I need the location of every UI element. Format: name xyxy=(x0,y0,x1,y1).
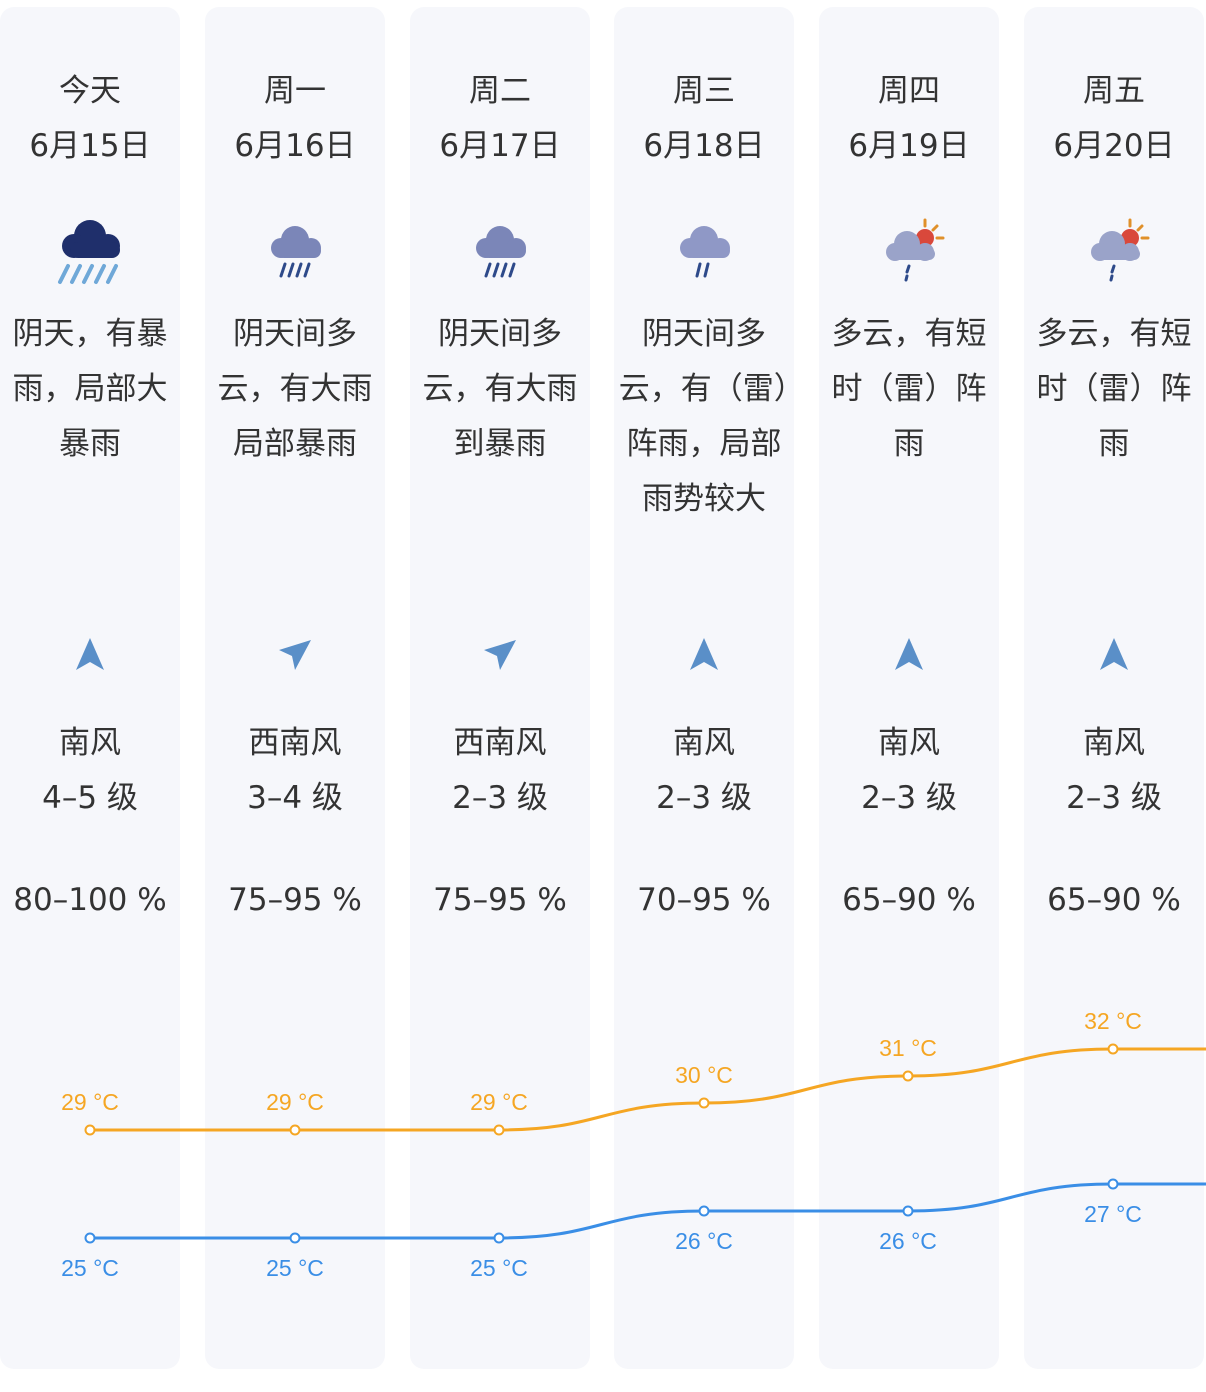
temperature-label: 26 °C xyxy=(675,1228,733,1254)
wind-direction: 西南风 xyxy=(248,725,342,761)
weather-description: 多云，有短时（雷）阵雨 xyxy=(831,316,987,462)
temperature-label: 31 °C xyxy=(879,1035,937,1061)
heavy-rain-cloud-icon xyxy=(50,214,130,294)
north-arrow-icon xyxy=(1096,634,1132,674)
day-date: 6月16日 xyxy=(234,128,356,164)
wind-level: 3–4 级 xyxy=(247,780,343,816)
temperature-point xyxy=(493,1232,505,1244)
north-arrow-icon xyxy=(686,634,722,674)
temperature-point xyxy=(1107,1178,1119,1190)
wind-level: 2–3 级 xyxy=(861,780,957,816)
temperature-label: 27 °C xyxy=(1084,1201,1142,1227)
temperature-point xyxy=(493,1124,505,1136)
wind-level: 4–5 级 xyxy=(42,780,138,816)
humidity: 80–100 % xyxy=(13,882,167,918)
forecast-day-column: 周三 6月18日 阴天间多云，有（雷）阵雨，局部雨势较大 南风 2–3 级 70… xyxy=(614,7,794,1369)
temperature-point xyxy=(698,1205,710,1217)
sun-cloud-shower-icon xyxy=(869,214,949,294)
weather-description: 阴天，有暴雨，局部大暴雨 xyxy=(12,316,168,462)
humidity: 65–90 % xyxy=(842,882,976,918)
temperature-label: 30 °C xyxy=(675,1062,733,1088)
weather-description: 多云，有短时（雷）阵雨 xyxy=(1036,316,1192,462)
wind-direction: 南风 xyxy=(878,725,940,761)
temperature-label: 25 °C xyxy=(266,1255,324,1281)
north-arrow-icon xyxy=(891,634,927,674)
wind-direction: 南风 xyxy=(59,725,121,761)
day-date: 6月19日 xyxy=(848,128,970,164)
wind-direction: 南风 xyxy=(673,725,735,761)
temperature-point xyxy=(902,1205,914,1217)
temperature-label: 29 °C xyxy=(470,1089,528,1115)
wind-level: 2–3 级 xyxy=(1066,780,1162,816)
humidity: 70–95 % xyxy=(637,882,771,918)
day-name: 今天 xyxy=(59,73,121,109)
day-date: 6月17日 xyxy=(439,128,561,164)
forecast-day-column: 周五 6月20日 多云，有短时（雷）阵雨 南风 2–3 级 65–90 % xyxy=(1024,7,1204,1369)
temperature-line xyxy=(90,1182,1206,1240)
sun-cloud-shower-icon xyxy=(1074,214,1154,294)
temperature-label: 32 °C xyxy=(1084,1008,1142,1034)
wind-direction: 南风 xyxy=(1083,725,1145,761)
humidity: 75–95 % xyxy=(228,882,362,918)
light-rain-cloud-icon xyxy=(664,214,744,294)
northeast-arrow-icon xyxy=(482,634,518,674)
day-name: 周四 xyxy=(878,73,940,109)
weather-description: 阴天间多云，有大雨局部暴雨 xyxy=(217,316,373,462)
day-name: 周三 xyxy=(673,73,735,109)
temperature-point xyxy=(289,1232,301,1244)
wind-direction: 西南风 xyxy=(453,725,547,761)
temperature-label: 26 °C xyxy=(879,1228,937,1254)
temperature-point xyxy=(84,1124,96,1136)
temperature-label: 25 °C xyxy=(470,1255,528,1281)
temperature-point xyxy=(1107,1043,1119,1055)
day-date: 6月15日 xyxy=(29,128,151,164)
wind-level: 2–3 级 xyxy=(452,780,548,816)
weather-description: 阴天间多云，有（雷）阵雨，局部雨势较大 xyxy=(618,316,790,517)
day-name: 周五 xyxy=(1083,73,1145,109)
temperature-line xyxy=(89,1047,1206,1132)
forecast-day-column: 周四 6月19日 多云，有短时（雷）阵雨 南风 2–3 级 65–90 % xyxy=(819,7,999,1369)
rain-cloud-icon xyxy=(460,214,540,294)
temperature-point xyxy=(84,1232,96,1244)
rain-cloud-icon xyxy=(255,214,335,294)
day-date: 6月20日 xyxy=(1053,128,1175,164)
day-date: 6月18日 xyxy=(643,128,765,164)
temperature-label: 25 °C xyxy=(61,1255,119,1281)
day-name: 周二 xyxy=(469,73,531,109)
wind-level: 2–3 级 xyxy=(656,780,752,816)
temperature-point xyxy=(698,1097,710,1109)
humidity: 65–90 % xyxy=(1047,882,1181,918)
humidity: 75–95 % xyxy=(433,882,567,918)
forecast-day-column: 今天 6月15日 阴天，有暴雨，局部大暴雨 南风 4–5 级 80–100 % xyxy=(0,7,180,1369)
day-name: 周一 xyxy=(264,73,326,109)
weather-description: 阴天间多云，有大雨到暴雨 xyxy=(422,316,578,462)
north-arrow-icon xyxy=(72,634,108,674)
temperature-label: 29 °C xyxy=(266,1089,324,1115)
forecast-day-column: 周一 6月16日 阴天间多云，有大雨局部暴雨 西南风 3–4 级 75–95 % xyxy=(205,7,385,1369)
temperature-label: 29 °C xyxy=(61,1089,119,1115)
northeast-arrow-icon xyxy=(277,634,313,674)
temperature-point xyxy=(902,1070,914,1082)
forecast-day-column: 周二 6月17日 阴天间多云，有大雨到暴雨 西南风 2–3 级 75–95 % xyxy=(410,7,590,1369)
temperature-point xyxy=(289,1124,301,1136)
